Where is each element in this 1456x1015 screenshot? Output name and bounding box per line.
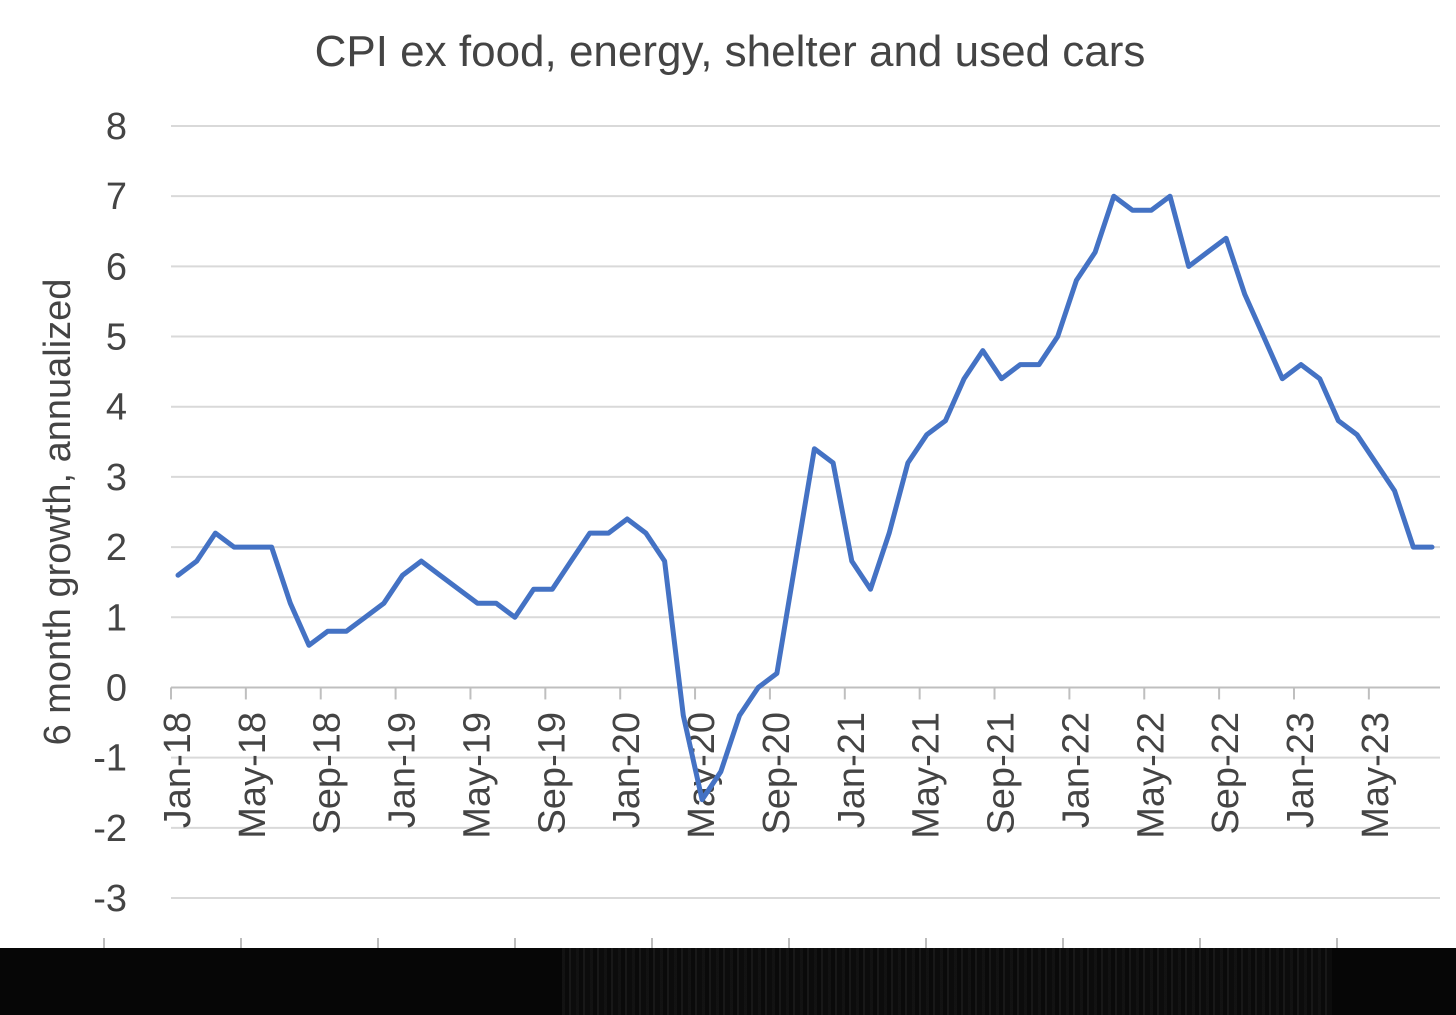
gridlines <box>171 125 1440 899</box>
x-tick-label: May-19 <box>456 712 498 839</box>
x-tick-label: Jan-22 <box>1055 712 1097 828</box>
y-tick-label: 6 <box>106 246 127 288</box>
x-tick-label: Jan-21 <box>831 712 873 828</box>
ruler-tick <box>651 938 653 948</box>
ruler-tick <box>103 938 105 948</box>
x-tick-label: Jan-19 <box>382 712 424 828</box>
y-axis-label: 6 month growth, annualized <box>37 279 79 746</box>
y-tick-label: -1 <box>93 738 127 780</box>
x-tick-label: May-21 <box>906 712 948 839</box>
y-tick-label: 4 <box>106 387 127 429</box>
y-tick-label: 3 <box>106 457 127 499</box>
ruler-tick <box>925 938 927 948</box>
ruler-tick <box>240 938 242 948</box>
x-tick-label: May-22 <box>1130 712 1172 839</box>
x-tick-label: May-18 <box>232 712 274 839</box>
x-tick-label: Jan-20 <box>606 712 648 828</box>
ruler-tick <box>788 938 790 948</box>
x-tick-label: May-23 <box>1355 712 1397 839</box>
y-tick-label: 7 <box>106 176 127 218</box>
x-tick-label: Sep-20 <box>756 712 798 835</box>
ruler-tick <box>377 938 379 948</box>
y-tick-label: 5 <box>106 317 127 359</box>
ruler-tick <box>514 938 516 948</box>
y-tick-label: -2 <box>93 808 127 850</box>
series-layer <box>175 193 1435 803</box>
y-tick-label: 1 <box>106 597 127 639</box>
x-tick-label: Sep-21 <box>981 712 1023 835</box>
chart-title: CPI ex food, energy, shelter and used ca… <box>315 27 1146 76</box>
ruler-tick <box>1336 938 1338 948</box>
x-tick-label: Jan-23 <box>1280 712 1322 828</box>
x-tick-label: Sep-19 <box>531 712 573 835</box>
blurred-image-strip <box>562 948 1332 1015</box>
y-tick-label: 8 <box>106 106 127 148</box>
x-tick-label: Jan-18 <box>157 712 199 828</box>
y-tick-label: 0 <box>106 667 127 709</box>
x-axis-ticks: Jan-18 May-18 Sep-18 Jan-19 May-19 Sep-19 Jan-… <box>157 687 1397 839</box>
x-tick-label: Sep-22 <box>1205 712 1247 835</box>
y-axis-ticks: 8 7 6 5 4 3 2 1 0 -1 -2 -3 <box>93 106 127 920</box>
x-tick-label: Sep-18 <box>307 712 349 835</box>
ruler <box>0 938 1456 948</box>
y-tick-label: -3 <box>93 878 127 920</box>
series-line <box>175 193 1435 803</box>
ruler-tick <box>1062 938 1064 948</box>
y-tick-label: 2 <box>106 527 127 569</box>
bottom-strip <box>0 948 1456 1015</box>
ruler-tick <box>1199 938 1201 948</box>
